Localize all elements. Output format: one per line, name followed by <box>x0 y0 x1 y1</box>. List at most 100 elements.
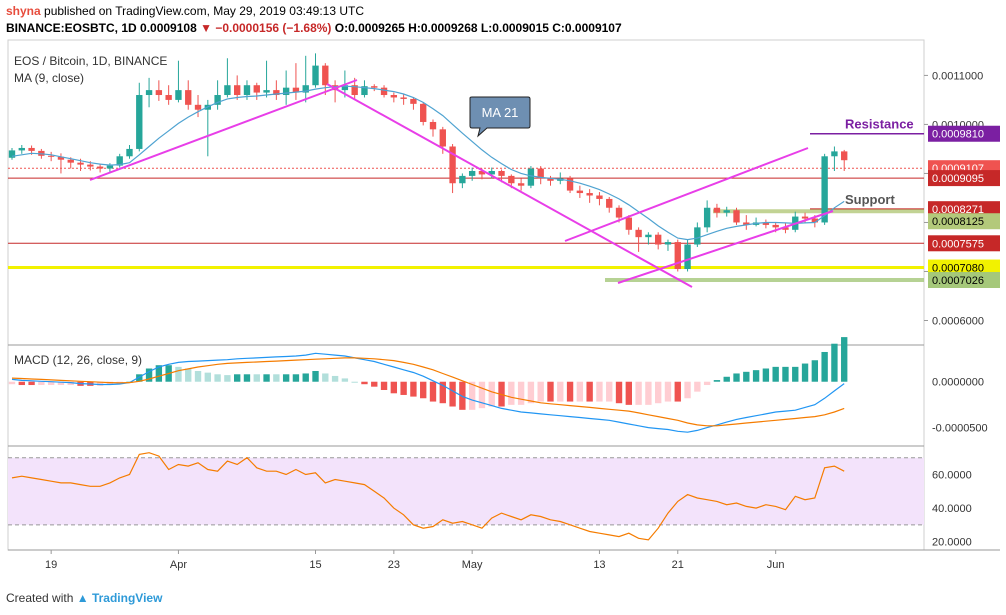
trendline <box>326 83 693 288</box>
macd-histogram-bar <box>371 381 378 387</box>
macd-histogram-bar <box>341 378 349 382</box>
macd-histogram-bar <box>253 374 260 382</box>
tradingview-logo-icon: ▲ <box>76 591 89 605</box>
bull-candle <box>302 85 309 93</box>
macd-histogram-bar <box>674 381 681 402</box>
macd-histogram-bar <box>136 374 143 382</box>
symbol-name: BINANCE:EOSBTC, 1D <box>6 21 137 35</box>
macd-histogram-bar <box>508 381 515 405</box>
macd-histogram-bar <box>38 381 45 386</box>
macd-histogram-bar <box>801 363 809 382</box>
ma21-label: MA 21 <box>482 105 519 120</box>
bear-candle <box>87 164 94 167</box>
price-tick-label: 0.0011000 <box>932 70 983 82</box>
bull-candle <box>18 147 25 151</box>
bear-candle <box>390 95 398 98</box>
bear-candle <box>96 166 104 169</box>
bull-candle <box>145 90 153 96</box>
macd-line <box>11 352 845 433</box>
bear-candle <box>400 97 407 99</box>
macd-histogram-bar <box>243 374 251 382</box>
macd-histogram-bar <box>596 381 603 402</box>
macd-title: MACD (12, 26, close, 9) <box>14 353 142 367</box>
bear-candle <box>253 85 260 93</box>
bear-candle <box>380 87 388 96</box>
macd-histogram-bar <box>635 381 642 405</box>
macd-histogram-bar <box>517 381 525 405</box>
resistance-label: Resistance <box>845 117 914 132</box>
macd-histogram-bar <box>351 381 358 383</box>
macd-histogram-bar <box>47 381 55 386</box>
macd-histogram-bar <box>645 381 652 405</box>
macd-histogram-bar <box>743 371 750 382</box>
macd-histogram-bar <box>185 368 192 382</box>
macd-histogram-bar <box>655 381 662 404</box>
bull-candle <box>645 234 652 238</box>
bull-candle <box>214 95 221 105</box>
bear-candle <box>841 151 848 161</box>
macd-histogram-bar <box>361 381 368 385</box>
signal-line <box>11 357 845 427</box>
macd-histogram-bar <box>380 381 388 390</box>
bear-candle <box>713 207 721 213</box>
ma-legend: MA (9, close) <box>14 71 84 85</box>
time-tick-label: Apr <box>170 559 187 571</box>
bull-candle <box>312 65 319 86</box>
bull-candle <box>136 95 143 149</box>
bear-candle <box>47 155 55 157</box>
bull-candle <box>488 170 495 175</box>
macd-histogram-bar <box>292 374 300 382</box>
macd-histogram-bar <box>841 337 848 382</box>
bull-candle <box>527 168 535 186</box>
macd-histogram-bar <box>302 373 309 382</box>
macd-histogram-bar <box>547 381 554 402</box>
macd-histogram-bar <box>194 370 202 382</box>
bull-candle <box>243 85 251 96</box>
time-tick-label: 21 <box>672 559 684 571</box>
price-tag <box>928 259 1000 276</box>
macd-histogram-bar <box>175 366 182 382</box>
bear-candle <box>606 198 613 208</box>
publish-info: published on TradingView.com, May 29, 20… <box>44 4 365 18</box>
bull-candle <box>664 242 672 245</box>
bear-candle <box>292 87 300 93</box>
bull-candle <box>723 210 730 213</box>
time-tick-label: 23 <box>388 559 400 571</box>
tradingview-brand[interactable]: TradingView <box>91 591 163 605</box>
macd-histogram-bar <box>273 374 280 382</box>
macd-histogram-bar <box>703 381 711 386</box>
macd-histogram-bar <box>468 381 476 410</box>
macd-histogram-bar <box>322 373 329 382</box>
bear-candle <box>439 129 446 147</box>
bull-candle <box>126 148 133 157</box>
bear-candle <box>625 217 632 230</box>
bear-candle <box>420 103 427 122</box>
macd-histogram-bar <box>106 381 114 386</box>
macd-histogram-bar <box>390 381 398 394</box>
macd-histogram-bar <box>537 381 544 402</box>
bear-candle <box>576 190 584 194</box>
macd-histogram-bar <box>478 381 486 409</box>
macd-histogram-bar <box>488 381 495 407</box>
bull-candle <box>116 156 123 166</box>
bear-candle <box>185 90 192 105</box>
macd-histogram-bar <box>214 374 221 382</box>
bear-candle <box>615 207 623 218</box>
macd-histogram-bar <box>527 381 535 404</box>
macd-histogram-bar <box>18 381 25 386</box>
bear-candle <box>498 170 505 176</box>
bear-candle <box>772 224 779 228</box>
macd-histogram-bar <box>57 381 65 386</box>
bull-candle <box>282 87 290 96</box>
macd-histogram-bar <box>713 380 721 382</box>
macd-histogram-bar <box>439 381 446 404</box>
bear-candle <box>566 178 574 191</box>
rsi-tick-label: 60.0000 <box>932 470 972 482</box>
macd-histogram-bar <box>28 381 35 386</box>
price-tag-label: 0.0007026 <box>932 275 984 287</box>
bear-candle <box>782 227 789 230</box>
bear-candle <box>371 86 378 88</box>
macd-histogram-bar <box>625 381 632 405</box>
macd-histogram-bar <box>145 368 153 382</box>
